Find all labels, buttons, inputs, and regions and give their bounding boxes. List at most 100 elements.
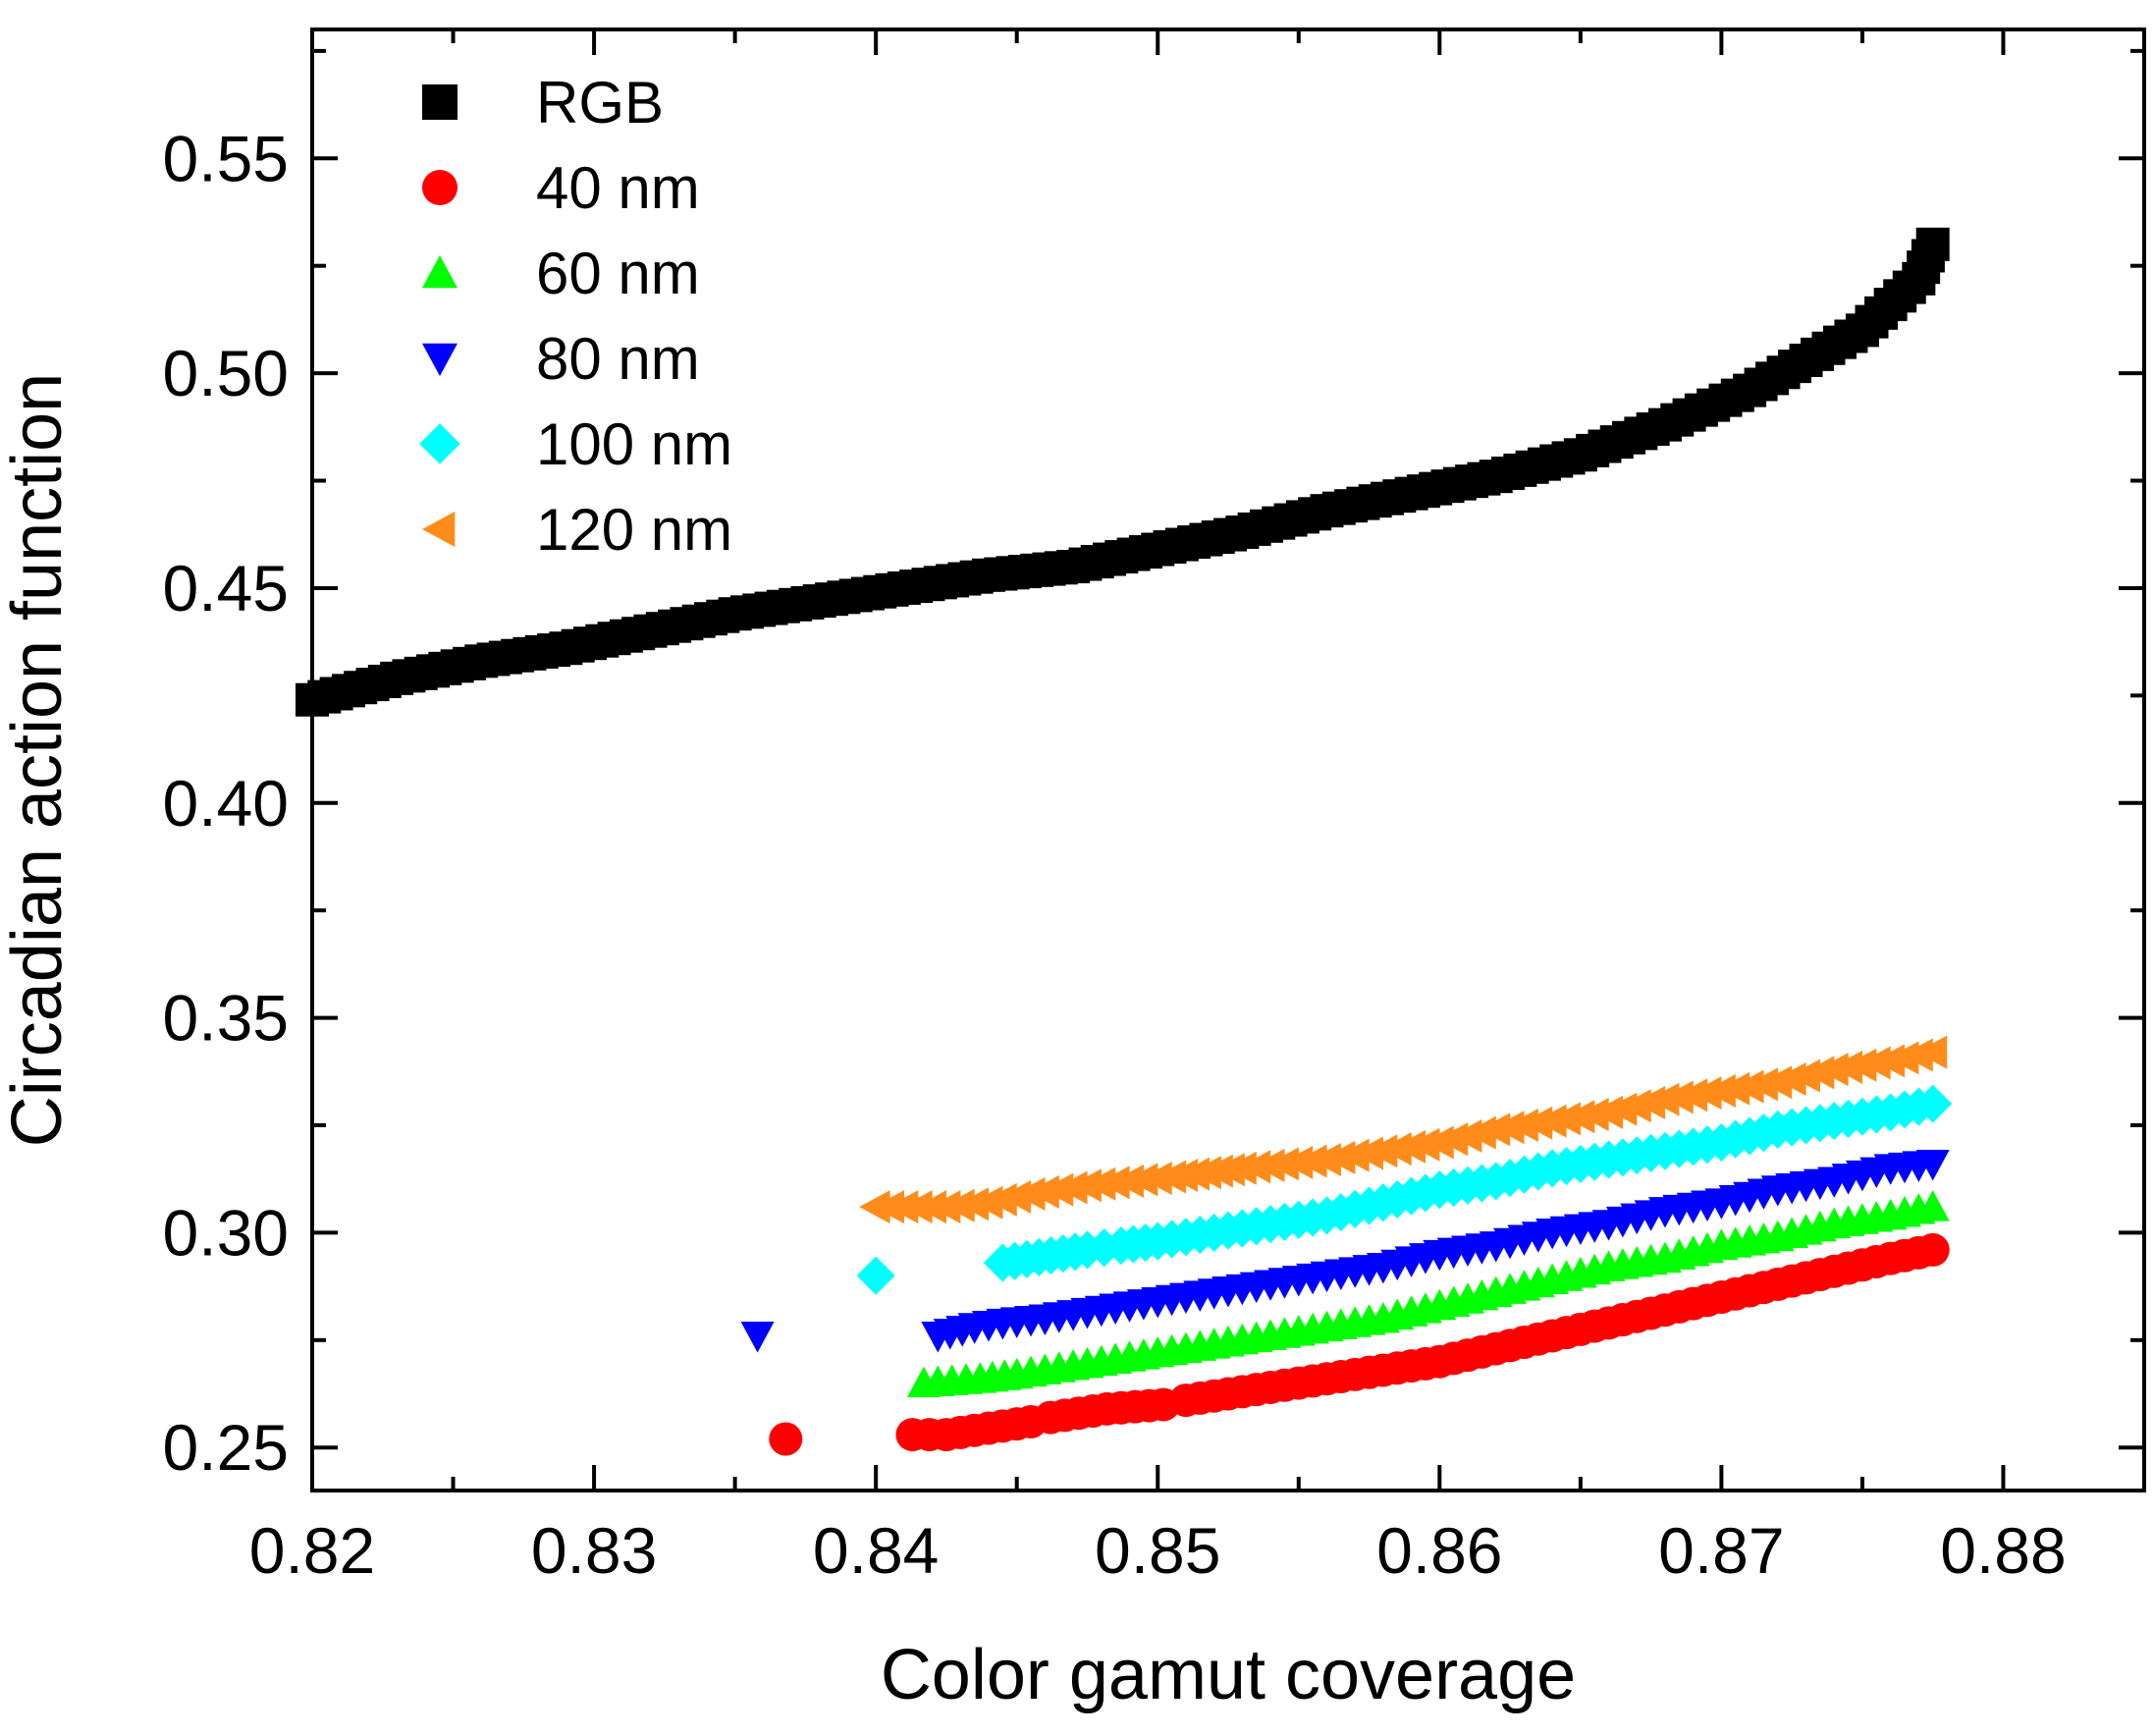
- data-point-80-nm: [1126, 1289, 1160, 1321]
- data-point-40-nm: [1902, 1235, 1936, 1270]
- data-point-60-nm: [1352, 1304, 1386, 1335]
- data-point-120-nm: [1352, 1136, 1383, 1170]
- data-point-60-nm: [1126, 1338, 1160, 1370]
- data-point-60-nm: [1747, 1221, 1781, 1254]
- data-point-100-nm: [1744, 1113, 1783, 1153]
- data-point-120-nm: [1042, 1172, 1074, 1207]
- data-point-40-nm: [1296, 1364, 1330, 1398]
- data-point-40-nm: [1634, 1296, 1668, 1330]
- data-point-40-nm: [1183, 1381, 1217, 1415]
- data-point-100-nm: [1180, 1216, 1219, 1255]
- x-tick-label: 0.84: [813, 1514, 939, 1587]
- data-point-120-nm: [1338, 1138, 1370, 1172]
- data-point-100-nm: [1055, 1232, 1095, 1272]
- x-tick-label: 0.82: [249, 1514, 375, 1587]
- data-point-40-nm: [1747, 1271, 1781, 1305]
- series-100-nm: [856, 1084, 1953, 1295]
- data-point-60-nm: [1691, 1231, 1725, 1264]
- data-point-40-nm: [1352, 1355, 1386, 1389]
- data-point-100-nm: [1462, 1164, 1501, 1203]
- data-point-80-nm: [1859, 1157, 1894, 1189]
- legend-marker-60-nm: [422, 255, 458, 289]
- data-point-80-nm: [1408, 1243, 1442, 1275]
- y-tick-label: 0.40: [163, 767, 289, 840]
- data-point-60-nm: [988, 1359, 1022, 1390]
- data-point-100-nm: [1085, 1228, 1124, 1268]
- axis-tick-labels: 0.82 0.83 0.84 0.85 0.86 0.87 0.88 0.25 0.30 0.35…: [163, 122, 2067, 1587]
- y-tick-label: 0.35: [163, 982, 289, 1055]
- data-point-60-nm: [1239, 1321, 1273, 1353]
- data-point-120-nm: [1845, 1048, 1877, 1082]
- data-point-100-nm: [1237, 1207, 1276, 1246]
- data-point-120-nm: [1213, 1153, 1245, 1187]
- data-point-80-nm: [1521, 1221, 1555, 1253]
- data-point-120-nm: [1084, 1166, 1116, 1201]
- data-point-40-nm: [971, 1411, 1005, 1445]
- data-point-60-nm: [1014, 1355, 1049, 1387]
- y-tick-label: 0.25: [163, 1411, 289, 1484]
- data-point-120-nm: [1521, 1106, 1553, 1140]
- x-axis-title: Color gamut coverage: [881, 1636, 1576, 1714]
- data-point-120-nm: [1691, 1076, 1722, 1111]
- data-point-120-nm: [1380, 1132, 1412, 1166]
- data-point-120-nm: [1056, 1170, 1088, 1205]
- data-point-120-nm: [1281, 1145, 1314, 1179]
- y-tick-label: 0.50: [163, 337, 289, 409]
- data-point-100-nm: [1857, 1095, 1896, 1134]
- legend-item-40-nm: 40 nm: [422, 155, 700, 221]
- series-rgb: [296, 227, 1950, 717]
- data-point-40-nm: [1521, 1322, 1555, 1356]
- data-point-120-nm: [1323, 1140, 1356, 1174]
- data-point-120-nm: [1803, 1056, 1835, 1090]
- data-point-120-nm: [1718, 1071, 1750, 1106]
- data-point-120-nm: [1676, 1078, 1708, 1112]
- y-tick-label: 0.55: [163, 122, 289, 194]
- legend-label-100-nm: 100 nm: [536, 411, 732, 477]
- data-point-60-nm: [1408, 1292, 1442, 1324]
- data-point-60-nm: [1296, 1312, 1330, 1344]
- data-point-120-nm: [1028, 1174, 1059, 1209]
- data-point-100-nm: [1293, 1198, 1332, 1237]
- data-point-60-nm: [1634, 1243, 1668, 1275]
- x-tick-label: 0.87: [1658, 1514, 1784, 1587]
- legend-label-120-nm: 120 nm: [536, 497, 732, 563]
- data-point-60-nm: [1465, 1278, 1499, 1311]
- data-point-80-nm: [1634, 1200, 1668, 1231]
- data-point-120-nm: [1662, 1080, 1694, 1114]
- data-point-120-nm: [1549, 1102, 1581, 1136]
- data-point-120-nm: [1141, 1161, 1172, 1195]
- data-point-120-nm: [915, 1190, 947, 1224]
- data-point-120-nm: [943, 1188, 975, 1222]
- data-point-120-nm: [1451, 1118, 1482, 1153]
- data-point-80-nm: [1747, 1178, 1781, 1210]
- data-point-120-nm: [1578, 1098, 1609, 1132]
- legend-marker-80-nm: [422, 343, 458, 376]
- data-point-40-nm: [1239, 1373, 1273, 1407]
- data-point-100-nm: [1406, 1173, 1445, 1213]
- x-tick-label: 0.85: [1095, 1514, 1220, 1587]
- data-point-60-nm: [1070, 1346, 1104, 1379]
- legend-item-120-nm: 120 nm: [422, 497, 732, 563]
- data-point-100-nm: [1126, 1223, 1165, 1263]
- axis-ticks: [310, 29, 2144, 1491]
- data-point-100-nm: [1519, 1152, 1558, 1191]
- data-point-120-nm: [1733, 1069, 1764, 1104]
- data-point-120-nm: [1563, 1100, 1595, 1134]
- data-point-80-nm: [1070, 1297, 1104, 1329]
- series-40-nm: [769, 1232, 1950, 1456]
- y-axis-title: Circadian action function: [0, 373, 77, 1147]
- data-point-120-nm: [1620, 1089, 1651, 1123]
- data-point-40-nm: [1803, 1258, 1837, 1292]
- data-point-60-nm: [1183, 1329, 1217, 1361]
- x-tick-label: 0.88: [1940, 1514, 2066, 1587]
- legend-item-80-nm: 80 nm: [422, 326, 700, 392]
- data-point-80-nm: [1902, 1151, 1936, 1182]
- data-point-40-nm: [1132, 1388, 1166, 1423]
- data-point-120-nm: [986, 1182, 1017, 1217]
- data-point-120-nm: [1634, 1086, 1666, 1120]
- data-point-40-nm: [1691, 1283, 1725, 1318]
- data-point-120-nm: [1831, 1050, 1863, 1084]
- data-point-40-nm: [943, 1415, 978, 1449]
- legend-marker-100-nm: [419, 423, 460, 464]
